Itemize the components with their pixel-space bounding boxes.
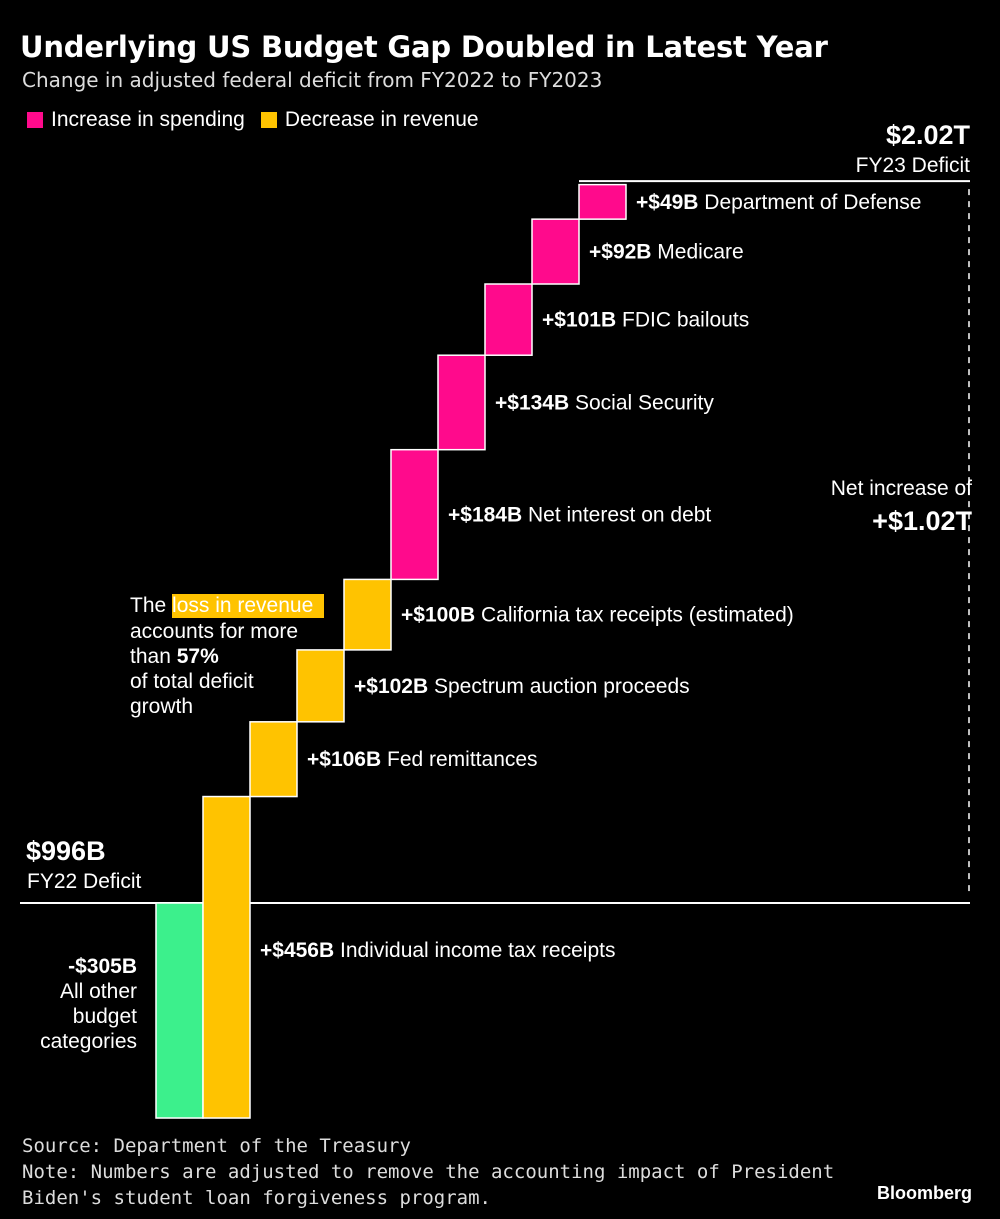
legend-label-revenue: Decrease in revenue: [284, 108, 479, 131]
revenue-annotation-line3: than 57%: [130, 645, 219, 668]
legend: Increase in spending Decrease in revenue: [27, 108, 495, 132]
revenue-annotation-line1: The loss in revenue: [130, 594, 313, 617]
legend-label-spending: Increase in spending: [51, 108, 245, 131]
revenue-annotation-line5: growth: [130, 695, 193, 718]
bar-department-of-defense: [578, 183, 627, 220]
source-note: Source: Department of the Treasury: [22, 1135, 411, 1157]
bar-net-interest-on-debt: [390, 448, 439, 581]
legend-swatch-revenue: [260, 112, 277, 128]
bar-california-tax-receipts-estimated: [343, 578, 392, 651]
label-social-security: +$134B Social Security: [495, 391, 714, 414]
fy23-label: FY23 Deficit: [856, 154, 971, 177]
label-net-interest-on-debt: +$184B Net interest on debt: [448, 504, 711, 527]
revenue-highlight: [172, 594, 324, 618]
footer: Source: Department of the Treasury Note:…: [22, 1133, 834, 1211]
bar-fdic-bailouts: [484, 283, 533, 356]
revenue-annotation-line4: of total deficit: [130, 670, 254, 693]
bar-spectrum-auction-proceeds: [296, 649, 345, 723]
label-spectrum-auction-proceeds: +$102B Spectrum auction proceeds: [354, 675, 690, 698]
label-fdic-bailouts: +$101B FDIC bailouts: [542, 309, 749, 332]
legend-item-spending: Increase in spending: [27, 108, 245, 132]
label-category-other-2: categories: [40, 1030, 137, 1053]
net-increase-line1: Net increase of: [831, 477, 972, 500]
chart-title: Underlying US Budget Gap Doubled in Late…: [20, 30, 828, 64]
bar-individual-income-tax-receipts: [202, 795, 251, 1119]
label-value-other: -$305B: [68, 955, 137, 978]
label-category-other-0: All other: [60, 980, 137, 1003]
methodology-note-line2: Biden's student loan forgiveness program…: [22, 1187, 491, 1209]
bar-fed-remittances: [249, 721, 298, 798]
label-fed-remittances: +$106B Fed remittances: [307, 748, 538, 771]
legend-item-revenue: Decrease in revenue: [260, 108, 479, 132]
revenue-annotation-line2: accounts for more: [130, 620, 298, 643]
label-department-of-defense: +$49B Department of Defense: [636, 191, 921, 214]
legend-swatch-spending: [27, 112, 43, 128]
fy22-label: FY22 Deficit: [27, 870, 142, 893]
label-category-other-1: budget: [73, 1005, 137, 1028]
bloomberg-logo: Bloomberg: [876, 1183, 972, 1203]
bar-medicare: [531, 218, 580, 285]
fy23-value: $2.02T: [886, 120, 971, 150]
net-increase-line2: +$1.02T: [872, 506, 972, 536]
label-california-tax-receipts-estimated: +$100B California tax receipts (estimate…: [401, 604, 794, 627]
bar-social-security: [437, 354, 486, 451]
methodology-note-line1: Note: Numbers are adjusted to remove the…: [22, 1161, 835, 1183]
chart-subtitle: Change in adjusted federal deficit from …: [22, 68, 603, 92]
fy22-value: $996B: [26, 836, 106, 866]
label-medicare: +$92B Medicare: [589, 241, 744, 264]
bar-all-other-budget-categories: [155, 902, 204, 1119]
label-individual-income-tax-receipts: +$456B Individual income tax receipts: [260, 939, 615, 962]
